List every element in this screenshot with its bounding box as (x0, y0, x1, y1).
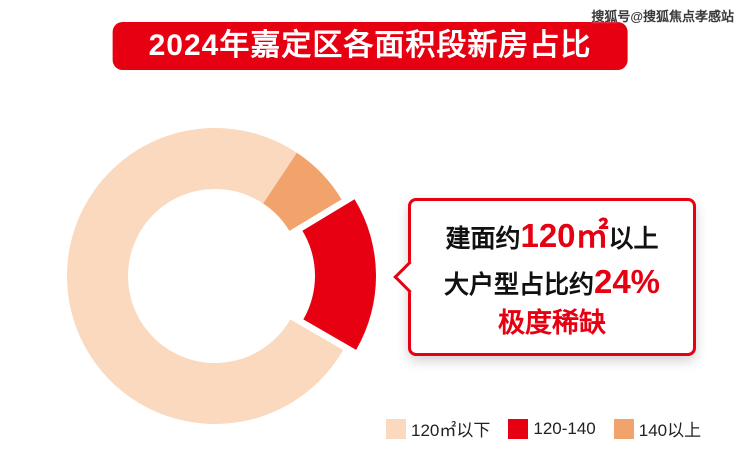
legend-label: 120-140 (533, 418, 596, 438)
donut-chart (66, 128, 376, 425)
page-title: 2024年嘉定区各面积段新房占比 (112, 22, 628, 70)
legend-item-over-140: 140以上 (613, 416, 702, 441)
legend-swatch-red (508, 418, 529, 439)
legend-item-120-140: 120-140 (508, 418, 596, 439)
donut-slice-140以上 (263, 152, 342, 231)
callout-line-3: 极度稀缺 (498, 308, 606, 339)
callout-line1-value: 120㎡ (520, 217, 609, 254)
callout-line-2: 大户型占比约24% (417, 259, 687, 305)
legend-swatch-peach (386, 418, 406, 439)
callout-line1-prefix: 建面约 (445, 225, 521, 253)
donut-slice-120㎡以下 (66, 128, 344, 425)
callout-line2-value: 24% (593, 263, 661, 301)
callout-line-1: 建面约120㎡以上 (417, 213, 687, 259)
legend-swatch-orange (613, 418, 634, 439)
legend-label: 140以上 (638, 421, 702, 440)
donut-slice-120-140 (302, 199, 376, 350)
callout-box: 建面约120㎡以上 大户型占比约24% 极度稀缺 (393, 198, 696, 357)
callout-line2-prefix: 大户型占比约 (443, 271, 594, 300)
watermark-text: 搜狐号@搜狐焦点孝感站 (591, 9, 734, 24)
chart-legend: 120㎡以下 120-140 140以上 (386, 416, 701, 441)
callout-line1-suffix: 以上 (608, 225, 659, 253)
legend-item-under-120: 120㎡以下 (386, 416, 490, 441)
legend-label: 120㎡以下 (411, 421, 491, 440)
